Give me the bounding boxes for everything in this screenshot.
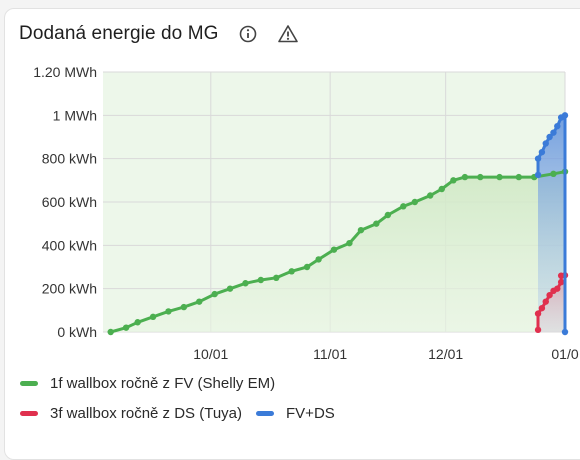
data-point-green [373, 220, 380, 227]
data-point-green [180, 303, 188, 311]
data-point-green [461, 173, 469, 181]
x-tick-label: 12/01 [428, 346, 463, 362]
data-point-green [438, 185, 445, 193]
data-point-green [384, 211, 392, 219]
data-point-red [534, 310, 542, 317]
data-point-green [134, 319, 141, 326]
y-tick-label: 400 kWh [42, 237, 97, 253]
data-point-green [122, 324, 130, 331]
data-point-red [538, 304, 546, 312]
data-point-green [357, 226, 365, 234]
data-point-green [411, 198, 419, 206]
data-point-green [315, 256, 322, 263]
data-point-red [554, 285, 561, 292]
data-point-red [557, 278, 565, 286]
data-point-green [427, 192, 434, 199]
data-point-blue [561, 328, 569, 336]
data-point-green [149, 313, 157, 321]
data-point-green [273, 274, 280, 282]
data-point-green [211, 290, 218, 298]
legend-swatch-red [20, 410, 38, 416]
data-point-green [515, 173, 522, 181]
x-tick-label: 11/01 [313, 346, 347, 362]
legend-label-blue: FV+DS [286, 404, 335, 422]
data-point-red [542, 298, 549, 305]
energy-line-chart: 0 kWh 200 kWh 400 kWh 600 kWh 800 kWh 1 MWh 1.… [33, 64, 579, 362]
data-point-green [450, 177, 457, 184]
chart-legend: 1f wallbox ročně z FV (Shelly EM) 3f wal… [20, 372, 349, 424]
legend-label-red: 3f wallbox ročně z DS (Tuya) [50, 404, 243, 422]
data-point-blue [550, 129, 557, 136]
data-point-green [165, 308, 172, 315]
legend-row: 3f wallbox ročně z DS (Tuya) FV+DS [20, 402, 349, 424]
y-tick-label: 1 MWh [53, 107, 97, 123]
data-point-green [330, 246, 338, 253]
data-point-red [534, 326, 542, 334]
card-title: Dodaná energie do MG [19, 23, 219, 44]
warning-icon[interactable] [277, 23, 299, 45]
data-point-green [346, 239, 353, 247]
data-point-blue [554, 122, 561, 130]
data-point-green [196, 298, 203, 305]
legend-swatch-blue [256, 410, 275, 416]
x-tick-label: 01/0 [551, 346, 578, 362]
data-point-green [477, 173, 484, 181]
data-point-blue [534, 171, 542, 179]
data-point-green [550, 170, 557, 178]
data-point-green [288, 268, 295, 275]
legend-item-green[interactable]: 1f wallbox ročně z FV (Shelly EM) [20, 375, 275, 392]
info-icon[interactable] [237, 23, 259, 45]
data-point-blue [534, 155, 542, 162]
data-point-blue [561, 112, 569, 119]
area-series-blue [538, 115, 565, 332]
y-tick-label: 0 kWh [57, 324, 97, 340]
y-tick-label: 200 kWh [42, 281, 97, 297]
data-point-blue [546, 133, 553, 141]
data-point-green [400, 203, 407, 210]
data-point-green [226, 285, 234, 292]
legend-row: 1f wallbox ročně z FV (Shelly EM) [20, 372, 349, 394]
data-point-blue [538, 148, 546, 156]
x-tick-label: 10/01 [193, 346, 228, 362]
y-tick-label: 1.20 MWh [33, 64, 97, 80]
data-point-green [242, 280, 249, 287]
data-point-green [257, 276, 265, 284]
legend-label-green: 1f wallbox ročně z FV (Shelly EM) [50, 374, 276, 392]
data-point-green [107, 328, 114, 336]
data-point-green [303, 263, 311, 271]
y-tick-label: 600 kWh [42, 194, 97, 210]
legend-item-blue[interactable]: FV+DS [256, 405, 335, 422]
data-point-blue [542, 140, 549, 147]
y-tick-label: 800 kWh [42, 151, 97, 167]
data-point-red [546, 291, 553, 299]
legend-swatch-green [20, 380, 38, 386]
card-header: Dodaná energie do MG [19, 21, 299, 47]
legend-item-red[interactable]: 3f wallbox ročně z DS (Tuya) [20, 405, 242, 422]
data-point-green [496, 173, 503, 181]
